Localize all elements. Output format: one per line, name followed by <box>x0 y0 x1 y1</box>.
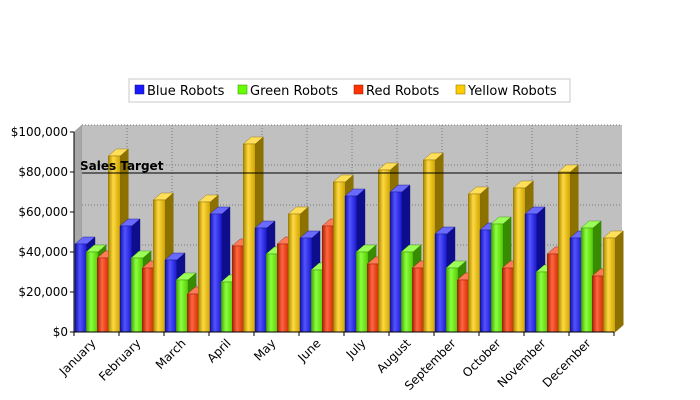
x-tick-label: May <box>251 336 278 363</box>
bar-yellow-robots-december <box>602 230 624 333</box>
x-tick-label: February <box>96 336 144 384</box>
x-tick-label: January <box>56 336 99 379</box>
x-tick-label: August <box>374 336 414 376</box>
bar-green-robots-august <box>400 244 422 333</box>
x-tick-label: March <box>153 336 189 372</box>
bar-yellow-robots-january <box>107 148 129 333</box>
legend-swatch <box>353 84 364 95</box>
x-tick-label: April <box>204 336 233 365</box>
legend-swatch <box>134 84 145 95</box>
legend-swatch <box>455 84 466 95</box>
sales-target-line: Sales Target <box>80 159 622 174</box>
legend-swatch <box>237 84 248 95</box>
bar-series-group <box>74 136 624 333</box>
y-tick-label: $0 <box>53 325 68 339</box>
y-tick-label: $60,000 <box>18 205 68 219</box>
y-tick-label: $20,000 <box>18 285 68 299</box>
legend-label: Yellow Robots <box>467 84 557 99</box>
legend-label: Blue Robots <box>147 84 225 99</box>
x-tick-label: October <box>460 336 504 380</box>
x-tick-label: June <box>295 336 324 365</box>
x-tick-label: December <box>540 336 594 390</box>
legend-label: Green Robots <box>250 84 338 99</box>
y-tick-label: $40,000 <box>18 245 68 259</box>
legend-item-blue-robots: Blue Robots <box>134 84 225 99</box>
y-tick-label: $100,000 <box>11 125 68 139</box>
legend-label: Red Robots <box>366 84 440 99</box>
legend-item-red-robots: Red Robots <box>353 84 440 99</box>
legend-item-green-robots: Green Robots <box>237 84 338 99</box>
target-label: Sales Target <box>80 159 164 173</box>
legend-item-yellow-robots: Yellow Robots <box>455 84 557 99</box>
chart-legend: Blue Robots Green Robots Red Robots Yellow … <box>128 78 571 103</box>
y-tick-label: $80,000 <box>18 165 68 179</box>
x-tick-label: July <box>343 336 369 362</box>
